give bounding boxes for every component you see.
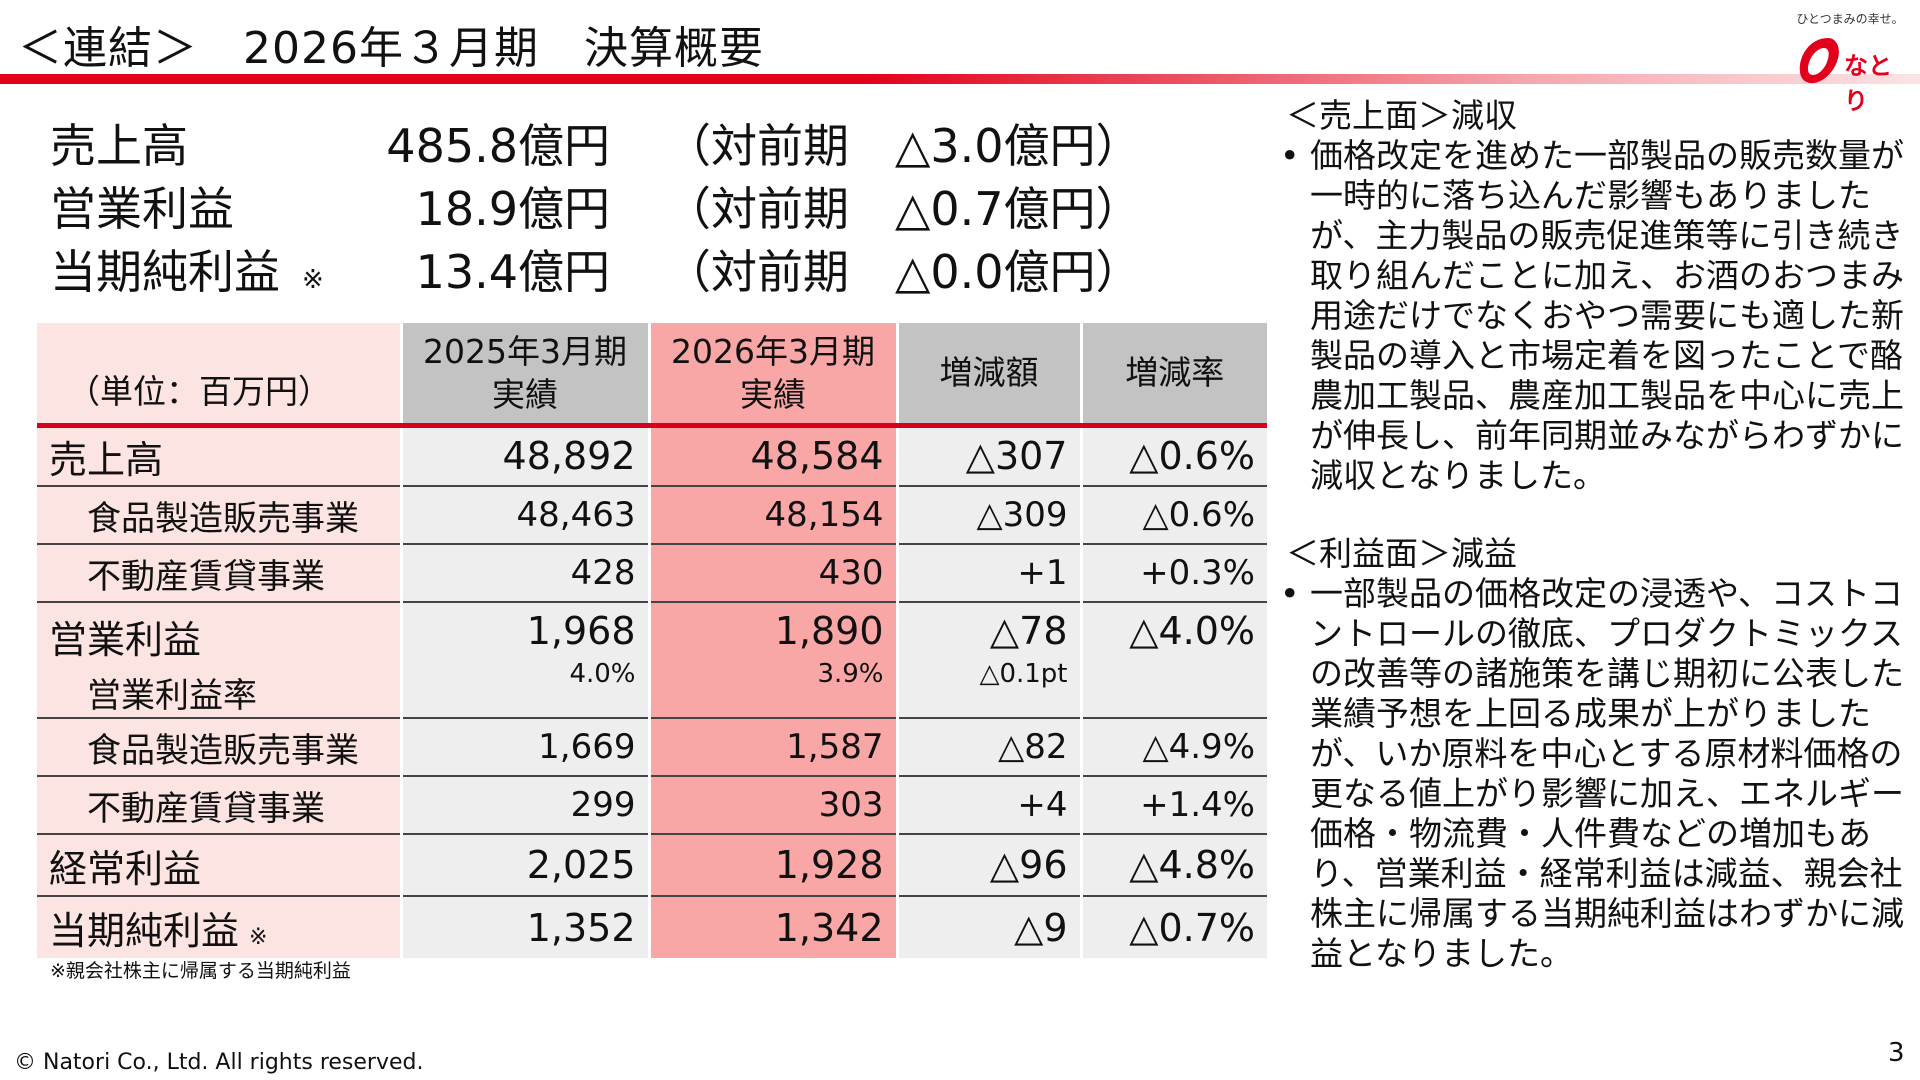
value-change: △9 — [895, 896, 1081, 958]
summary-label: 売上高 — [50, 119, 188, 173]
value-change-rate: △4.0% — [1079, 602, 1267, 719]
summary-value: 485.8億円 — [386, 119, 610, 173]
value-2026: 430 — [647, 544, 897, 603]
unit-label: （単位：百万円） — [37, 323, 401, 425]
value-2025: 1,968 4.0% — [399, 602, 649, 719]
value-2025: 2,025 — [399, 834, 649, 897]
row-label: 不動産賃貸事業 — [37, 544, 401, 603]
value-2025: 48,892 — [399, 425, 649, 487]
value-change-rate: △0.6% — [1079, 486, 1267, 545]
table-row: 売上高 48,892 48,584 △307 △0.6% — [37, 425, 1267, 487]
value-2026: 1,342 — [647, 896, 897, 958]
page-number: 3 — [1888, 1038, 1905, 1068]
sales-heading: ＜売上面＞減収 — [1286, 96, 1517, 135]
value-2025: 1,352 — [399, 896, 649, 958]
value-change-rate: △4.8% — [1079, 834, 1267, 897]
row-label: 食品製造販売事業 — [37, 486, 401, 545]
row-label: 営業利益 営業利益率 — [37, 602, 401, 719]
row-label: 当期純利益 ※ — [37, 896, 401, 958]
column-header-change: 増減額 — [895, 323, 1081, 425]
value-change: +4 — [895, 776, 1081, 835]
value-2025: 299 — [399, 776, 649, 835]
company-logo: ひとつまみの幸せ。 なとり — [1790, 10, 1910, 115]
summary-comparison: （対前期 △3.0億円） — [665, 119, 1142, 173]
value-change: △78 △0.1pt — [895, 602, 1081, 719]
profit-commentary: • 一部製品の価格改定の浸透や、コストコントロールの徹底、プロダクトミックスの改… — [1280, 574, 1910, 974]
spacer — [1280, 496, 1910, 534]
value-change-rate: +1.4% — [1079, 776, 1267, 835]
bullet-icon: • — [1280, 574, 1300, 613]
footnote-mark: ※ — [249, 925, 268, 950]
title-underline — [0, 74, 1920, 84]
page-title: ＜連結＞ 2026年３月期 決算概要 — [18, 23, 764, 74]
summary-comparison: （対前期 △0.0億円） — [665, 245, 1142, 299]
row-label: 売上高 — [37, 425, 401, 487]
value-2026: 303 — [647, 776, 897, 835]
value-change-rate: +0.3% — [1079, 544, 1267, 603]
value-2025: 1,669 — [399, 718, 649, 777]
value-change: △82 — [895, 718, 1081, 777]
sales-commentary: • 価格改定を進めた一部製品の販売数量が一時的に落ち込んだ影響もありましたが、主… — [1280, 136, 1910, 496]
table-footnote: ※親会社株主に帰属する当期純利益 — [50, 960, 351, 982]
footnote-mark: ※ — [302, 265, 324, 295]
row-label: 食品製造販売事業 — [37, 718, 401, 777]
summary-value: 13.4億円 — [415, 245, 610, 299]
table-header-row: （単位：百万円） 2025年3月期 実績 2026年3月期 実績 増減額 増減率 — [37, 323, 1267, 425]
row-label: 経常利益 — [37, 834, 401, 897]
table-row: 食品製造販売事業 48,463 48,154 △309 △0.6% — [37, 486, 1267, 545]
copyright: © Natori Co., Ltd. All rights reserved. — [14, 1050, 424, 1075]
value-2025: 48,463 — [399, 486, 649, 545]
margin-2026: 3.9% — [817, 659, 884, 689]
table-row: 経常利益 2,025 1,928 △96 △4.8% — [37, 834, 1267, 897]
logo-tagline: ひとつまみの幸せ。 — [1796, 12, 1904, 26]
sales-commentary-text: 価格改定を進めた一部製品の販売数量が一時的に落ち込んだ影響もありましたが、主力製… — [1310, 136, 1904, 495]
column-header-2026: 2026年3月期 実績 — [647, 323, 897, 425]
table-row: 不動産賃貸事業 299 303 +4 +1.4% — [37, 776, 1267, 835]
summary-comparison: （対前期 △0.7億円） — [665, 182, 1142, 236]
table-row: 食品製造販売事業 1,669 1,587 △82 △4.9% — [37, 718, 1267, 777]
summary-label: 当期純利益 ※ — [50, 245, 324, 299]
margin-2025: 4.0% — [569, 659, 636, 689]
natori-logo-icon — [1799, 38, 1839, 84]
value-change-rate: △4.9% — [1079, 718, 1267, 777]
summary-label: 営業利益 — [50, 182, 234, 236]
bullet-icon: • — [1280, 136, 1300, 175]
margin-change: △0.1pt — [979, 659, 1068, 689]
column-header-2025: 2025年3月期 実績 — [399, 323, 649, 425]
column-header-change-rate: 増減率 — [1079, 323, 1267, 425]
value-change: +1 — [895, 544, 1081, 603]
value-change: △307 — [895, 425, 1081, 487]
value-2026: 48,584 — [647, 425, 897, 487]
profit-commentary-text: 一部製品の価格改定の浸透や、コストコントロールの徹底、プロダクトミックスの改善等… — [1310, 574, 1904, 973]
value-change: △309 — [895, 486, 1081, 545]
value-change-rate: △0.7% — [1079, 896, 1267, 958]
table-row: 不動産賃貸事業 428 430 +1 +0.3% — [37, 544, 1267, 603]
financial-results-table: （単位：百万円） 2025年3月期 実績 2026年3月期 実績 増減額 増減率 売… — [37, 323, 1267, 958]
table-row: 当期純利益 ※ 1,352 1,342 △9 △0.7% — [37, 896, 1267, 958]
value-2026: 1,587 — [647, 718, 897, 777]
row-label: 不動産賃貸事業 — [37, 776, 401, 835]
value-2026: 1,928 — [647, 834, 897, 897]
value-change: △96 — [895, 834, 1081, 897]
value-2025: 428 — [399, 544, 649, 603]
logo-brand-text: なとり — [1844, 52, 1892, 115]
summary-value: 18.9億円 — [415, 182, 610, 236]
value-2026: 48,154 — [647, 486, 897, 545]
commentary-panel: ＜売上面＞減収 • 価格改定を進めた一部製品の販売数量が一時的に落ち込んだ影響も… — [1280, 96, 1910, 974]
operating-margin-label: 営業利益率 — [87, 676, 257, 716]
profit-heading: ＜利益面＞減益 — [1286, 534, 1517, 573]
value-change-rate: △0.6% — [1079, 425, 1267, 487]
value-2026: 1,890 3.9% — [647, 602, 897, 719]
table-row: 営業利益 営業利益率 1,968 4.0% 1,890 3.9% △78 △0.1pt … — [37, 602, 1267, 719]
